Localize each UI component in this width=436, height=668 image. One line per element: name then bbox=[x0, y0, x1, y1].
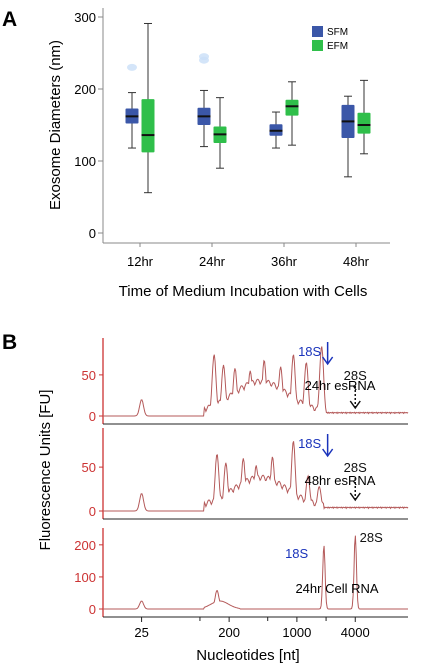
box-efm-12hr bbox=[141, 99, 155, 153]
annotation-28s-2-arrow-head bbox=[349, 492, 361, 502]
annotation-18s-1-arrow-head bbox=[322, 356, 334, 366]
trace-panel-3-label: 24hr Cell RNA bbox=[295, 581, 378, 596]
x-axis-title-b: Nucleotides [nt] bbox=[196, 647, 299, 664]
legend-label-sfm: SFM bbox=[327, 27, 348, 38]
trace-panel-2-label: 48hr esRNA bbox=[305, 473, 376, 488]
box-sfm-24hr-outlier bbox=[199, 56, 209, 64]
y-tick-label: 200 bbox=[74, 82, 96, 97]
legend-label-efm: EFM bbox=[327, 41, 348, 52]
annotation-18s-3: 18S bbox=[285, 546, 308, 561]
x-tick-label-b: 1000 bbox=[282, 625, 311, 640]
panel-a-letter: A bbox=[2, 8, 17, 31]
x-tick-label: 24hr bbox=[199, 254, 226, 269]
x-tick-label-b: 25 bbox=[134, 625, 148, 640]
annotation-28s-1: 28S bbox=[344, 368, 367, 383]
y-tick-label: 100 bbox=[74, 154, 96, 169]
annotation-18s-2-arrow-head bbox=[322, 448, 334, 458]
box-efm-36hr bbox=[285, 99, 299, 116]
annotation-28s-2: 28S bbox=[344, 460, 367, 475]
legend: SFM EFM bbox=[312, 26, 348, 52]
legend-swatch-efm bbox=[312, 40, 323, 51]
trace-panel-1-y-tick-label: 50 bbox=[82, 368, 96, 383]
x-tick-label: 36hr bbox=[271, 254, 298, 269]
y-tick-label: 300 bbox=[74, 10, 96, 25]
x-tick-label-b: 200 bbox=[218, 625, 240, 640]
trace-panel-2-y-tick-label: 0 bbox=[89, 504, 96, 519]
x-tick-label: 48hr bbox=[343, 254, 370, 269]
trace-panel-3-y-tick-label: 200 bbox=[74, 538, 96, 553]
trace-panel-3-y-tick-label: 100 bbox=[74, 570, 96, 585]
y-tick-label: 0 bbox=[89, 226, 96, 241]
trace-panel-3-trace bbox=[103, 535, 408, 610]
annotation-18s-2: 18S bbox=[298, 436, 321, 451]
trace-panel-1-label: 24hr esRNA bbox=[305, 378, 376, 393]
x-tick-label: 12hr bbox=[127, 254, 154, 269]
annotation-28s-3: 28S bbox=[360, 530, 383, 545]
trace-panel-1-trace bbox=[103, 346, 409, 417]
legend-swatch-sfm bbox=[312, 26, 323, 37]
trace-panel-2-y-tick-label: 50 bbox=[82, 460, 96, 475]
trace-panel-2-trace bbox=[103, 441, 409, 512]
y-axis-title: Exosome Diameters (nm) bbox=[47, 40, 64, 210]
trace-panel-3-y-tick-label: 0 bbox=[89, 602, 96, 617]
electropherogram-panel: Fluorescence Units [FU] Nucleotides [nt]… bbox=[37, 338, 409, 664]
x-axis-title: Time of Medium Incubation with Cells bbox=[119, 283, 368, 300]
box-plot-panel: Exosome Diameters (nm) Time of Medium In… bbox=[47, 8, 390, 300]
box-sfm-12hr-outlier bbox=[127, 63, 137, 71]
panel-b-letter: B bbox=[2, 331, 17, 354]
annotation-28s-1-arrow-head bbox=[349, 400, 361, 410]
y-axis-title-b: Fluorescence Units [FU] bbox=[37, 390, 54, 551]
x-tick-label-b: 4000 bbox=[341, 625, 370, 640]
annotation-18s-1: 18S bbox=[298, 344, 321, 359]
trace-panel-1-y-tick-label: 0 bbox=[89, 409, 96, 424]
box-efm-48hr bbox=[357, 112, 371, 134]
